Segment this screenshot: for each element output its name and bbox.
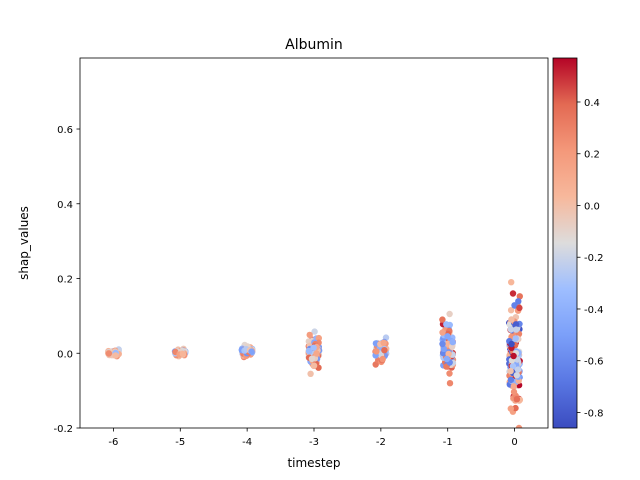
colorbar-tick-label: 0.4 xyxy=(584,98,600,109)
colorbar-tick-label: 0.2 xyxy=(584,150,600,161)
data-point xyxy=(516,293,523,300)
data-point xyxy=(508,316,515,323)
y-axis-label: shap_values xyxy=(17,206,31,280)
data-point xyxy=(510,383,517,390)
data-point xyxy=(439,316,446,323)
data-point xyxy=(443,355,450,363)
data-point xyxy=(513,396,521,403)
data-point xyxy=(445,350,452,358)
data-point xyxy=(511,302,518,309)
y-tick-label: 0.2 xyxy=(57,275,73,286)
chart-title: Albumin xyxy=(285,37,343,53)
data-point xyxy=(507,405,514,412)
x-axis-label: timestep xyxy=(287,456,340,470)
data-point xyxy=(439,340,446,348)
data-point xyxy=(440,345,447,352)
x-tick-label: -4 xyxy=(242,437,252,448)
data-point xyxy=(379,355,386,363)
data-point xyxy=(507,326,514,333)
data-point xyxy=(512,321,520,328)
plot-frame xyxy=(79,57,549,429)
data-point xyxy=(446,370,453,377)
data-point xyxy=(380,339,387,346)
data-point xyxy=(306,331,313,339)
y-axis: -0.2 0.0 0.2 0.4 0.6 xyxy=(53,125,80,435)
data-point xyxy=(313,350,320,357)
data-point xyxy=(373,348,380,355)
data-point xyxy=(310,362,318,369)
y-tick-label: 0.4 xyxy=(57,200,73,211)
data-point xyxy=(446,380,454,387)
data-point xyxy=(507,376,515,384)
x-tick-label: 0 xyxy=(511,437,517,448)
data-point xyxy=(510,352,517,360)
colorbar-tick-label: -0.8 xyxy=(584,408,604,419)
data-point xyxy=(513,372,520,379)
y-tick-label: 0.6 xyxy=(57,125,73,136)
data-point xyxy=(515,298,522,305)
data-point xyxy=(112,352,119,359)
data-point xyxy=(513,326,520,333)
data-point xyxy=(510,388,518,396)
data-point xyxy=(311,328,318,335)
data-point xyxy=(512,404,519,412)
data-point xyxy=(305,348,313,355)
y-tick-label: 0.0 xyxy=(57,349,73,360)
colorbar-tick-label: 0.0 xyxy=(584,201,600,212)
x-tick-label: -5 xyxy=(175,437,185,448)
data-point xyxy=(507,367,514,375)
colorbar-tick-label: -0.4 xyxy=(584,305,604,316)
data-point xyxy=(179,350,186,357)
data-point xyxy=(507,307,515,314)
data-point xyxy=(446,310,453,318)
x-tick-label: -3 xyxy=(309,437,319,448)
scatter-points xyxy=(105,279,524,428)
data-point xyxy=(310,344,317,351)
data-point xyxy=(514,366,522,373)
data-point xyxy=(509,362,517,370)
data-point xyxy=(444,333,451,340)
data-point xyxy=(307,370,314,377)
colorbar-tick-label: -0.2 xyxy=(584,253,604,264)
data-point xyxy=(439,329,446,336)
data-point xyxy=(443,321,450,328)
data-point xyxy=(449,338,456,346)
x-tick-label: -6 xyxy=(108,437,118,448)
y-tick-label: -0.2 xyxy=(53,424,73,435)
data-point xyxy=(105,350,113,357)
x-tick-label: -1 xyxy=(443,437,453,448)
data-point xyxy=(515,424,523,428)
data-point xyxy=(516,304,523,312)
data-point xyxy=(508,340,515,348)
colorbar xyxy=(552,57,578,429)
x-axis: -6 -5 -4 -3 -2 -1 0 xyxy=(108,428,518,448)
data-point xyxy=(248,348,255,355)
colorbar-tick-label: -0.6 xyxy=(584,357,604,368)
colorbar-axis: -0.8 -0.6 -0.4 -0.2 0.0 0.2 0.4 xyxy=(577,98,604,419)
data-point xyxy=(381,347,388,354)
data-point xyxy=(508,279,515,286)
x-tick-label: -2 xyxy=(376,437,386,448)
data-point xyxy=(308,355,316,362)
data-point xyxy=(512,335,519,342)
data-point xyxy=(315,334,322,342)
data-point xyxy=(509,290,517,297)
